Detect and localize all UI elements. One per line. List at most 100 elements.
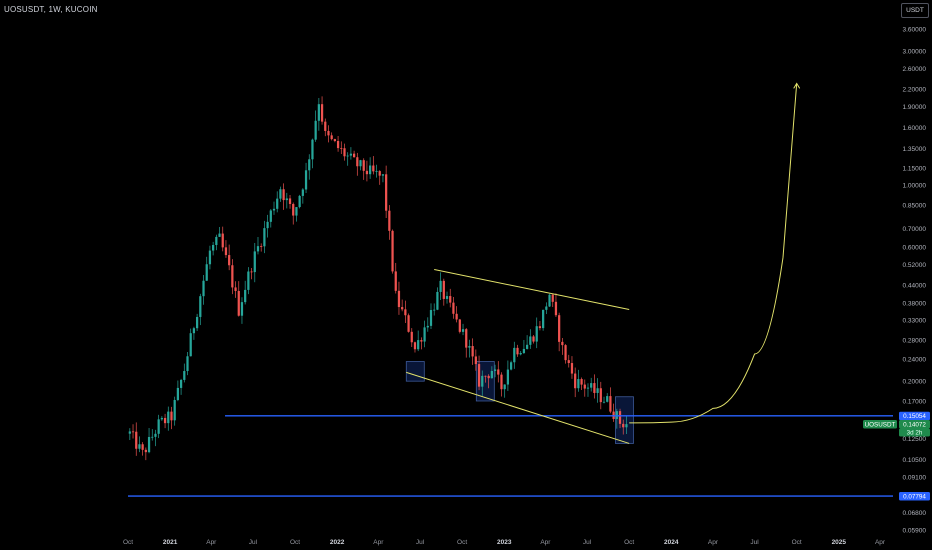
candle-body xyxy=(513,347,516,363)
candle-body xyxy=(410,331,413,343)
candle-body xyxy=(551,294,554,302)
time-tick-label: Apr xyxy=(708,539,719,546)
level-lower-badge xyxy=(899,492,930,501)
candle-body xyxy=(179,379,183,388)
price-tick-label: 0.05900 xyxy=(903,528,927,535)
candle-body xyxy=(622,423,625,428)
candle-body xyxy=(343,148,346,157)
price-tick-label: 0.20000 xyxy=(903,379,927,386)
candle-body xyxy=(212,244,215,251)
chart-title: UOSUSDT, 1W, KUCOIN xyxy=(4,5,98,14)
candle-body xyxy=(224,247,228,256)
candle-body xyxy=(346,155,349,157)
candle-body xyxy=(583,384,586,389)
candle-body xyxy=(436,291,439,310)
candle-body xyxy=(208,250,212,265)
time-tick-label: Apr xyxy=(206,539,217,546)
candle-body xyxy=(407,315,410,332)
candle-body xyxy=(503,384,506,390)
candle-body xyxy=(593,383,596,393)
candle-body xyxy=(215,236,218,245)
candle-body xyxy=(417,340,420,350)
candle-body xyxy=(596,388,599,393)
time-tick-label: Oct xyxy=(290,539,300,546)
candle-body xyxy=(413,342,417,350)
candle-body xyxy=(138,444,141,449)
last-price-badge-text: 0.14072 xyxy=(903,421,926,428)
candle-body xyxy=(356,157,359,167)
candle-body xyxy=(564,345,567,361)
candle-body xyxy=(192,328,196,334)
candle-body xyxy=(359,160,362,167)
candle-body xyxy=(176,387,180,400)
candle-body xyxy=(199,296,202,317)
candle-body xyxy=(519,353,522,355)
candle-body xyxy=(141,444,144,450)
candle-body xyxy=(522,348,526,354)
candlesticks xyxy=(128,96,628,461)
price-tick-label: 2.20000 xyxy=(903,86,927,93)
candle-body xyxy=(545,306,548,310)
candle-body xyxy=(365,170,369,175)
candle-body xyxy=(500,374,503,390)
candle-body xyxy=(279,189,282,199)
candle-body xyxy=(554,301,558,316)
candle-body xyxy=(260,246,263,247)
candle-body xyxy=(468,346,471,348)
time-tick-label: Oct xyxy=(792,539,802,546)
candle-body xyxy=(477,364,481,387)
candle-body xyxy=(401,307,404,310)
candle-body xyxy=(426,325,429,328)
currency-button[interactable]: USDT xyxy=(901,3,929,18)
price-tick-label: 0.33000 xyxy=(903,318,927,325)
candle-body xyxy=(186,356,189,372)
price-scale[interactable]: 4.200003.600003.000002.600002.200001.900… xyxy=(903,8,927,535)
candle-body xyxy=(375,171,378,172)
candle-body xyxy=(144,449,147,453)
candle-body xyxy=(394,271,397,291)
candle-body xyxy=(423,327,426,342)
candle-body xyxy=(493,369,497,371)
candle-body xyxy=(404,309,407,316)
candle-body xyxy=(506,369,510,385)
candle-body xyxy=(574,373,577,389)
price-tick-label: 0.10500 xyxy=(903,457,927,464)
candle-body xyxy=(333,139,337,141)
candle-body xyxy=(205,264,208,281)
candle-body xyxy=(352,153,356,158)
time-tick-label: 2024 xyxy=(664,539,679,546)
candle-body xyxy=(237,290,240,316)
candle-body xyxy=(381,174,385,176)
candle-body xyxy=(157,419,160,434)
price-tick-label: 1.35000 xyxy=(903,146,927,153)
candle-body xyxy=(250,271,253,273)
candle-body xyxy=(615,411,618,419)
drawing-tools xyxy=(406,82,801,444)
price-tick-label: 1.00000 xyxy=(903,182,927,189)
candle-body xyxy=(128,431,131,434)
candle-body xyxy=(439,280,442,292)
candle-body xyxy=(484,375,487,377)
candle-body xyxy=(295,207,298,216)
highlight-zone xyxy=(405,361,425,382)
candle-body xyxy=(311,139,314,160)
candle-body xyxy=(234,287,237,291)
candle-body xyxy=(372,165,375,172)
candle-body xyxy=(548,294,551,307)
candle-body xyxy=(269,210,272,222)
candle-body xyxy=(170,411,173,421)
candle-body xyxy=(202,280,205,297)
candle-body xyxy=(433,309,436,311)
candle-body xyxy=(327,130,330,136)
time-axis[interactable]: Oct 2021 Apr Jul Oct 2022 Apr Jul Oct 2023 Apr Jul O… xyxy=(123,539,886,546)
time-tick-label: Apr xyxy=(540,539,551,546)
candle-body xyxy=(420,340,423,342)
candle-body xyxy=(452,302,455,314)
candle-body xyxy=(369,165,372,175)
price-tick-label: 0.12500 xyxy=(903,436,927,443)
candle-body xyxy=(455,313,458,320)
candle-body xyxy=(509,362,513,370)
candle-body xyxy=(301,189,304,196)
price-tick-label: 0.06800 xyxy=(903,510,927,517)
